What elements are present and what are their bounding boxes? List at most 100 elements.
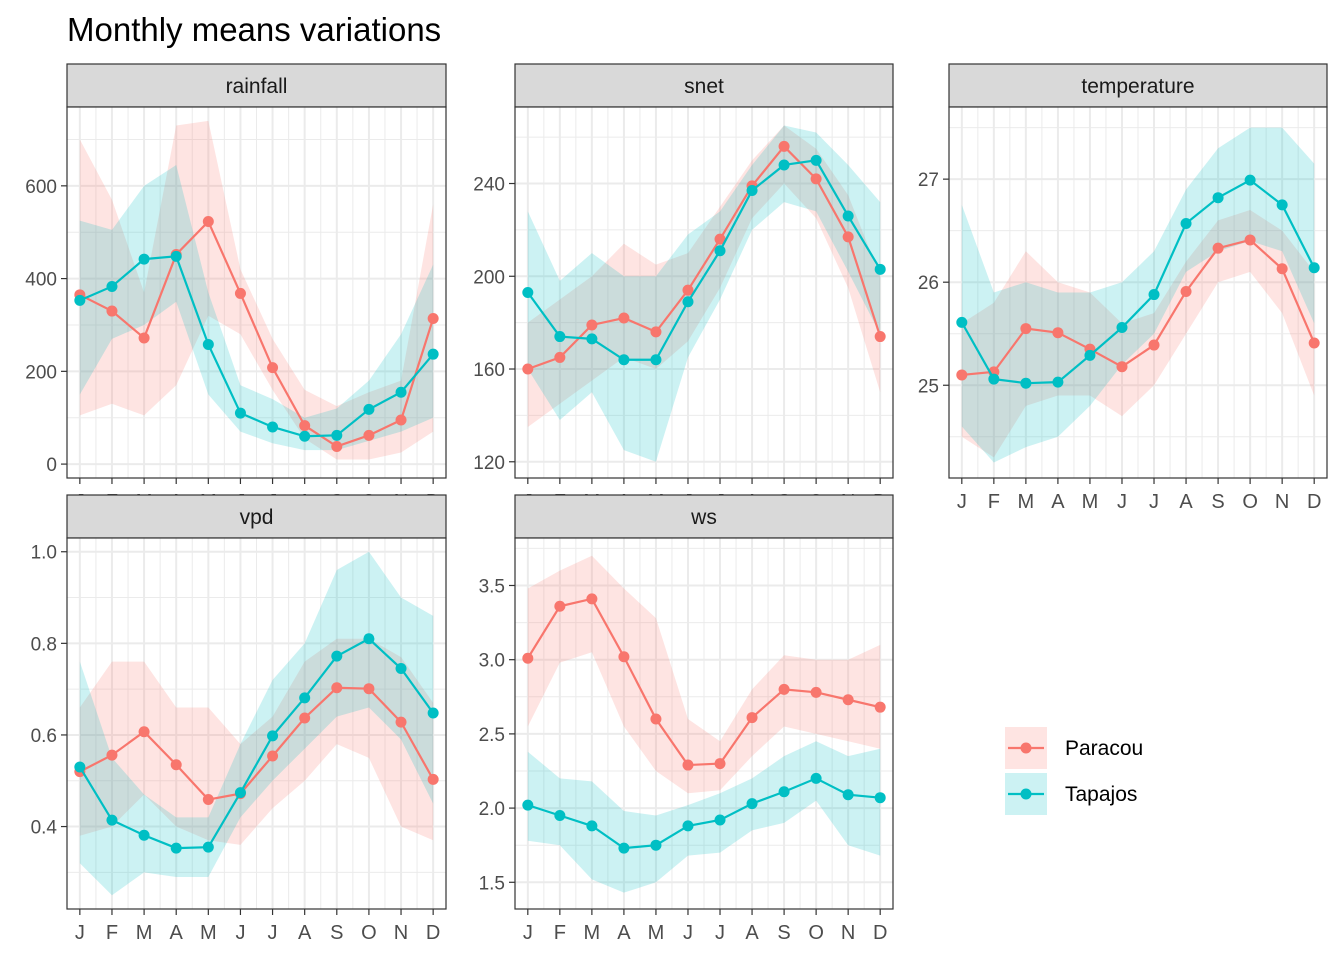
ribbon-tapajos [79,164,434,451]
x-tick-label: O [1242,491,1258,513]
data-point-tapajos [746,184,758,196]
data-point-paracou [874,331,886,343]
data-point-tapajos [234,407,246,419]
y-tick-label: 0 [46,455,57,476]
x-tick-label: O [361,922,377,944]
data-point-tapajos [682,296,694,308]
y-tick-label: 400 [25,270,57,291]
data-point-paracou [331,682,343,694]
x-tick-label: A [170,922,184,944]
data-point-paracou [138,726,150,738]
data-point-paracou [363,429,375,441]
data-point-tapajos [988,373,1000,385]
data-point-paracou [1244,234,1256,246]
data-point-paracou [714,758,726,770]
data-point-paracou [267,750,279,762]
x-tick-label: M [648,922,665,944]
data-point-tapajos [170,250,182,262]
data-point-paracou [522,363,534,375]
data-point-paracou [1148,339,1160,351]
y-tick-label: 27 [918,170,939,191]
y-tick-label: 120 [473,453,505,474]
data-point-paracou [299,712,311,724]
y-tick-label: 1.0 [31,543,57,564]
x-tick-label: J [683,922,693,944]
x-tick-label: M [1018,491,1035,513]
data-point-tapajos [395,663,407,675]
data-point-tapajos [1020,377,1032,389]
data-point-tapajos [1276,199,1288,211]
y-tick-label: 200 [25,362,57,383]
y-tick-label: 240 [473,175,505,196]
data-point-tapajos [106,280,118,292]
data-point-tapajos [74,294,86,306]
ribbon-paracou [79,638,434,845]
data-point-paracou [331,440,343,452]
data-point-paracou [874,701,886,713]
legend-item-tapajos: Tapajos [1005,773,1137,815]
x-tick-label: J [957,491,967,513]
x-tick-label: A [298,922,312,944]
series-line-tapajos [78,637,435,850]
data-point-paracou [586,593,598,605]
facet-strip-label: vpd [240,506,274,529]
x-tick-label: M [136,922,153,944]
data-point-tapajos [74,761,86,773]
data-point-tapajos [138,829,150,841]
x-tick-label: F [554,922,566,944]
data-point-paracou [522,652,534,664]
data-point-tapajos [778,159,790,171]
data-point-tapajos [331,650,343,662]
data-point-paracou [1212,242,1224,254]
data-point-tapajos [138,253,150,265]
ribbon-paracou [79,120,434,460]
data-point-paracou [714,233,726,245]
data-point-tapajos [202,841,214,853]
data-point-tapajos [234,787,246,799]
x-tick-label: N [394,922,408,944]
x-tick-label: J [75,922,85,944]
y-tick-label: 160 [473,360,505,381]
y-tick-label: 2.5 [479,725,505,746]
data-point-tapajos [554,810,566,822]
data-point-tapajos [714,245,726,257]
legend-key-point [1020,742,1032,754]
panel-rainfall: rainfall0200400600JFMAMJJASOND [25,63,447,513]
x-tick-label: M [1082,491,1099,513]
y-tick-label: 25 [918,376,939,397]
data-point-paracou [650,326,662,338]
chart-title: Monthly means variations [67,11,441,48]
data-point-paracou [682,759,694,771]
data-point-paracou [586,319,598,331]
data-point-tapajos [522,799,534,811]
data-point-tapajos [1052,376,1064,388]
data-point-paracou [842,694,854,706]
data-point-tapajos [299,430,311,442]
data-point-tapajos [618,842,630,854]
x-tick-label: J [235,922,245,944]
data-point-paracou [1020,323,1032,335]
y-tick-label: 0.8 [31,634,57,655]
panel-border [948,106,1328,479]
x-tick-label: D [426,922,440,944]
data-point-tapajos [267,421,279,433]
data-point-tapajos [650,354,662,366]
data-point-tapajos [1116,322,1128,334]
x-tick-label: F [988,491,1000,513]
data-point-tapajos [778,786,790,798]
data-point-tapajos [842,789,854,801]
x-tick-label: D [873,922,887,944]
data-point-tapajos [1244,174,1256,186]
x-tick-label: N [1275,491,1289,513]
y-tick-label: 3.5 [479,576,505,597]
data-point-paracou [395,414,407,426]
data-point-paracou [1276,263,1288,275]
y-tick-label: 26 [918,273,939,294]
x-tick-label: J [523,922,533,944]
series-line-tapajos [79,255,434,438]
data-point-paracou [1180,285,1192,297]
x-tick-label: O [808,922,824,944]
panel-ws: ws1.52.02.53.03.5J F M A M J J A S O N D [479,494,894,944]
